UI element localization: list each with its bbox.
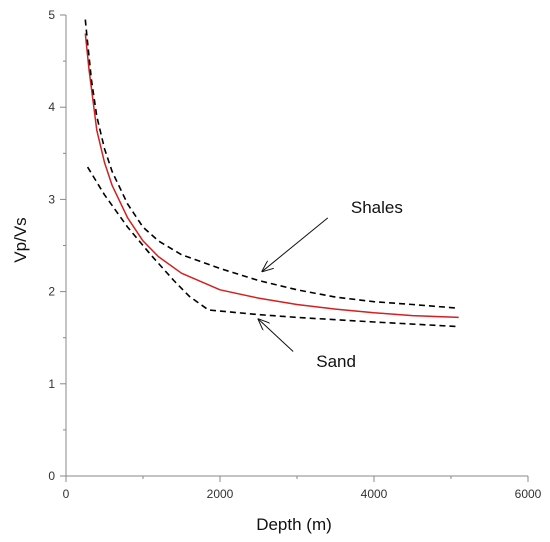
x-tick-label: 0 xyxy=(63,487,70,501)
x-axis-title: Depth (m) xyxy=(256,515,332,534)
x-tick-label: 2000 xyxy=(207,487,234,501)
y-tick-label: 5 xyxy=(48,8,55,22)
shales-arrow xyxy=(262,217,329,271)
y-tick-label: 1 xyxy=(48,377,55,391)
y-tick-label: 4 xyxy=(48,100,55,114)
y-axis-title: Vp/Vs xyxy=(11,217,30,262)
trend-line xyxy=(84,33,459,319)
shales-label: Shales xyxy=(351,198,403,217)
annotations: Shales Sand xyxy=(259,198,403,371)
bound-line-2 xyxy=(86,166,459,328)
y-tick-label: 3 xyxy=(48,192,55,206)
sand-arrow xyxy=(259,319,294,352)
series-layer xyxy=(84,19,459,328)
y-tick-label: 2 xyxy=(48,285,55,299)
x-tick-label: 6000 xyxy=(515,487,542,501)
y-tick-label: 0 xyxy=(48,469,55,483)
sand-label: Sand xyxy=(316,352,356,371)
axes: 0 1 2 3 4 5 0 2000 4000 6000 xyxy=(48,8,541,501)
x-tick-label: 4000 xyxy=(361,487,388,501)
bound-line-1 xyxy=(84,19,459,309)
